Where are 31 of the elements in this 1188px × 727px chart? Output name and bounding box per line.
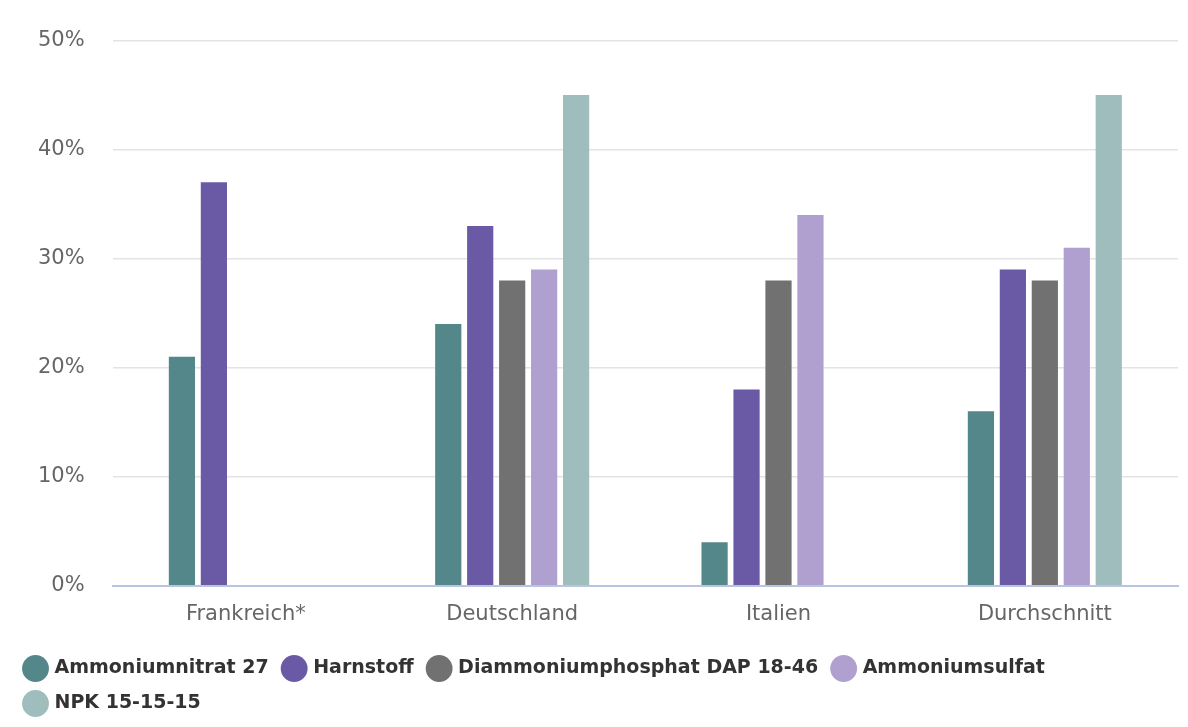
bar — [1063, 247, 1090, 586]
y-tick-label: 10% — [37, 463, 85, 488]
bar — [1031, 280, 1058, 586]
bar — [435, 324, 462, 586]
legend-label: Diammoniumphosphat DAP 18-46 — [458, 655, 819, 678]
bar — [765, 280, 792, 586]
bar — [168, 356, 196, 586]
bar — [999, 269, 1026, 586]
x-tick-label: Italien — [745, 600, 812, 625]
bar — [200, 182, 227, 586]
y-tick-label: 0% — [51, 572, 85, 597]
y-tick-label: 40% — [37, 136, 85, 161]
bar — [531, 269, 558, 586]
legend-label: Ammoniumnitrat 27 — [54, 655, 269, 678]
bar — [967, 411, 995, 586]
legend-label: Harnstoff — [313, 655, 415, 678]
bar — [733, 389, 760, 586]
bar — [467, 225, 494, 586]
x-tick-label: Durchschnitt — [977, 600, 1112, 625]
bar — [562, 95, 590, 586]
bar — [797, 215, 824, 586]
y-tick-label: 50% — [37, 27, 85, 52]
legend-label: NPK 15-15-15 — [54, 690, 201, 713]
x-tick-label: Frankreich* — [185, 600, 306, 625]
bar — [701, 542, 728, 586]
bar — [499, 280, 526, 586]
legend-label: Ammoniumsulfat — [862, 655, 1045, 678]
bar — [1095, 95, 1122, 586]
y-tick-label: 30% — [37, 245, 85, 270]
y-tick-label: 20% — [37, 354, 85, 379]
x-tick-label: Deutschland — [446, 600, 579, 625]
